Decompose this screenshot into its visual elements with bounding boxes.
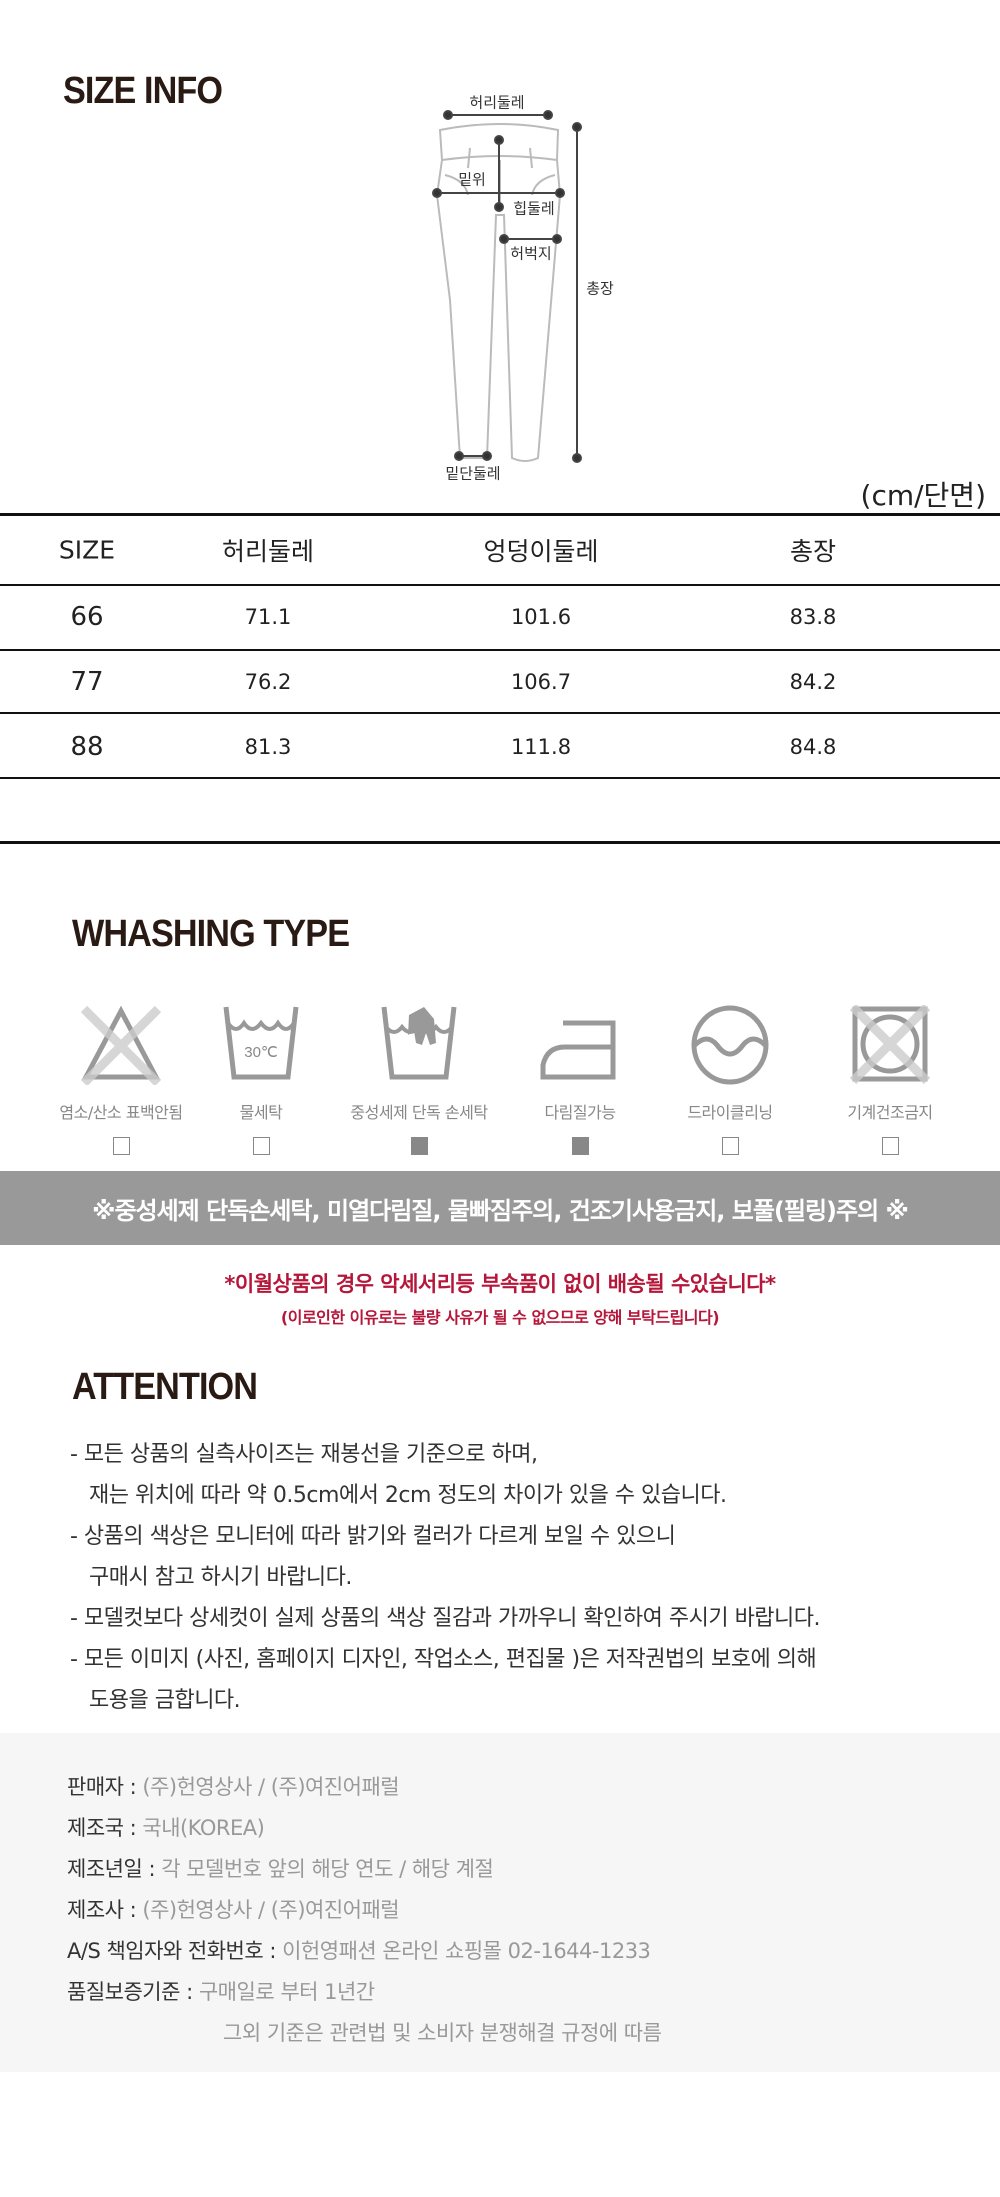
wash-label: 중성세제 단독 손세탁 [350, 1103, 488, 1122]
info-key: 제조년일 : [67, 1857, 162, 1881]
row-divider [0, 649, 1000, 651]
row-divider [0, 712, 1000, 714]
info-row-warranty: 품질보증기준 : 구매일로 부터 1년간 [67, 1976, 375, 2006]
info-key: 제조국 : [67, 1816, 143, 1840]
info-key: 품질보증기준 : [67, 1980, 199, 2004]
cell-size: 66 [70, 602, 104, 632]
wash-checkbox-checked [571, 1137, 589, 1155]
info-value: 구매일로 부터 1년간 [198, 1980, 375, 2004]
wash-label: 기계건조금지 [847, 1103, 933, 1122]
diagram-label-rise: 밑위 [458, 170, 486, 189]
info-row-as-contact: A/S 책임자와 전화번호 : 이헌영패션 온라인 쇼핑몰 02-1644-12… [67, 1935, 651, 1965]
cell-size: 88 [70, 732, 104, 762]
cell-length: 83.8 [789, 605, 837, 629]
cell-hip: 106.7 [510, 670, 572, 694]
attention-line: - 모든 상품의 실측사이즈는 재봉선을 기준으로 하며, [70, 1442, 538, 1467]
washing-title: WHASHING TYPE [72, 913, 350, 955]
wash-temp: 30℃ [244, 1044, 278, 1061]
warning-line-2: (이로인한 이유로는 불량 사유가 될 수 없으므로 양해 부탁드립니다) [280, 1308, 720, 1327]
size-info-title: SIZE INFO [63, 70, 223, 112]
wash-item-hand-wash: 중성세제 단독 손세탁 [334, 1005, 504, 1155]
wash-item-dry-clean: 드라이클리닝 [645, 1005, 815, 1155]
info-row-seller: 판매자 : (주)헌영상사 / (주)여진어패럴 [67, 1771, 400, 1801]
water-wash-30-icon: 30℃ [223, 1006, 299, 1080]
info-row-date: 제조년일 : 각 모델번호 앞의 해당 연도 / 해당 계절 [67, 1853, 494, 1883]
info-row-country: 제조국 : 국내(KOREA) [67, 1812, 265, 1842]
no-tumble-dry-icon [849, 1005, 931, 1085]
attention-line: 구매시 참고 하시기 바랍니다. [89, 1565, 352, 1590]
diagram-label-total-length: 총장 [586, 279, 614, 298]
header-size: SIZE [58, 535, 116, 565]
info-value: 이헌영패션 온라인 쇼핑몰 02-1644-1233 [282, 1939, 651, 1963]
wash-checkbox [721, 1137, 739, 1155]
header-length: 총장 [789, 537, 837, 566]
wash-checkbox [252, 1137, 270, 1155]
cell-hip: 111.8 [510, 735, 572, 759]
attention-title: ATTENTION [72, 1366, 258, 1408]
attention-line: - 모든 이미지 (사진, 홈페이지 디자인, 작업소스, 편집물 )은 저작권… [70, 1647, 817, 1672]
info-value: 각 모델번호 앞의 해당 연도 / 해당 계절 [161, 1857, 494, 1881]
table-top-rule [0, 513, 1000, 516]
attention-line: 도용을 금합니다. [89, 1688, 241, 1713]
diagram-label-hem: 밑단둘레 [445, 464, 501, 483]
info-row-manufacturer: 제조사 : (주)헌영상사 / (주)여진어패럴 [67, 1894, 400, 1924]
care-notice-bar: ※중성세제 단독손세탁, 미열다림질, 물빠짐주의, 건조기사용금지, 보풀(필… [0, 1171, 1000, 1245]
cell-size: 77 [70, 667, 104, 697]
wash-item-iron: 다림질가능 [495, 1005, 665, 1155]
seller-info-panel: 판매자 : (주)헌영상사 / (주)여진어패럴 제조국 : 국내(KOREA)… [0, 1733, 1000, 2072]
cell-hip: 101.6 [510, 605, 572, 629]
table-bottom-rule [0, 841, 1000, 844]
cell-length: 84.2 [789, 670, 837, 694]
no-bleach-icon [80, 1005, 162, 1085]
diagram-label-hip: 힙둘레 [513, 199, 555, 218]
wash-label: 염소/산소 표백안됨 [59, 1103, 183, 1122]
hand-wash-icon [381, 1006, 457, 1080]
wash-checkbox [881, 1137, 899, 1155]
info-key: 판매자 : [67, 1775, 143, 1799]
diagram-label-waist: 허리둘레 [469, 93, 525, 112]
cell-waist: 76.2 [244, 670, 292, 694]
unit-label: (cm/단면) [860, 479, 986, 512]
wash-checkbox-checked [410, 1137, 428, 1155]
cell-length: 84.8 [789, 735, 837, 759]
wash-item-no-tumble-dry: 기계건조금지 [805, 1005, 975, 1155]
attention-line: - 상품의 색상은 모니터에 따라 밝기와 컬러가 다르게 보일 수 있으니 [70, 1524, 676, 1549]
info-continuation: 그외 기준은 관련법 및 소비자 분쟁해결 규정에 따름 [223, 2017, 662, 2047]
info-value: (주)헌영상사 / (주)여진어패럴 [142, 1775, 400, 1799]
attention-line: 재는 위치에 따라 약 0.5cm에서 2cm 정도의 차이가 있을 수 있습니… [89, 1483, 727, 1508]
wash-label: 다림질가능 [544, 1103, 616, 1122]
care-notice-text: ※중성세제 단독손세탁, 미열다림질, 물빠짐주의, 건조기사용금지, 보풀(필… [92, 1196, 909, 1225]
wash-checkbox [112, 1137, 130, 1155]
info-key: 제조사 : [67, 1898, 143, 1922]
info-value: (주)헌영상사 / (주)여진어패럴 [142, 1898, 400, 1922]
attention-line: - 모델컷보다 상세컷이 실제 상품의 색상 질감과 가까우니 확인하여 주시기… [70, 1606, 821, 1631]
info-value: 그외 기준은 관련법 및 소비자 분쟁해결 규정에 따름 [223, 2021, 662, 2045]
info-key: A/S 책임자와 전화번호 : [67, 1939, 283, 1963]
wash-label: 드라이클리닝 [687, 1103, 773, 1122]
wash-item-no-bleach: 염소/산소 표백안됨 [36, 1005, 206, 1155]
iron-icon [540, 1020, 616, 1080]
pants-diagram [432, 110, 582, 463]
wash-item-water-wash: 30℃ 물세탁 [176, 1005, 346, 1155]
info-value: 국내(KOREA) [142, 1816, 265, 1840]
header-hip: 엉덩이둘레 [483, 537, 599, 566]
wash-label: 물세탁 [239, 1103, 283, 1122]
warning-line-1: *이월상품의 경우 악세서리등 부속품이 없이 배송될 수있습니다* [224, 1272, 776, 1296]
dry-clean-icon [691, 1005, 769, 1085]
header-waist: 허리둘레 [221, 537, 315, 566]
cell-waist: 71.1 [244, 605, 292, 629]
row-divider [0, 777, 1000, 779]
diagram-label-thigh: 허벅지 [510, 244, 552, 263]
cell-waist: 81.3 [244, 735, 292, 759]
row-divider [0, 584, 1000, 586]
